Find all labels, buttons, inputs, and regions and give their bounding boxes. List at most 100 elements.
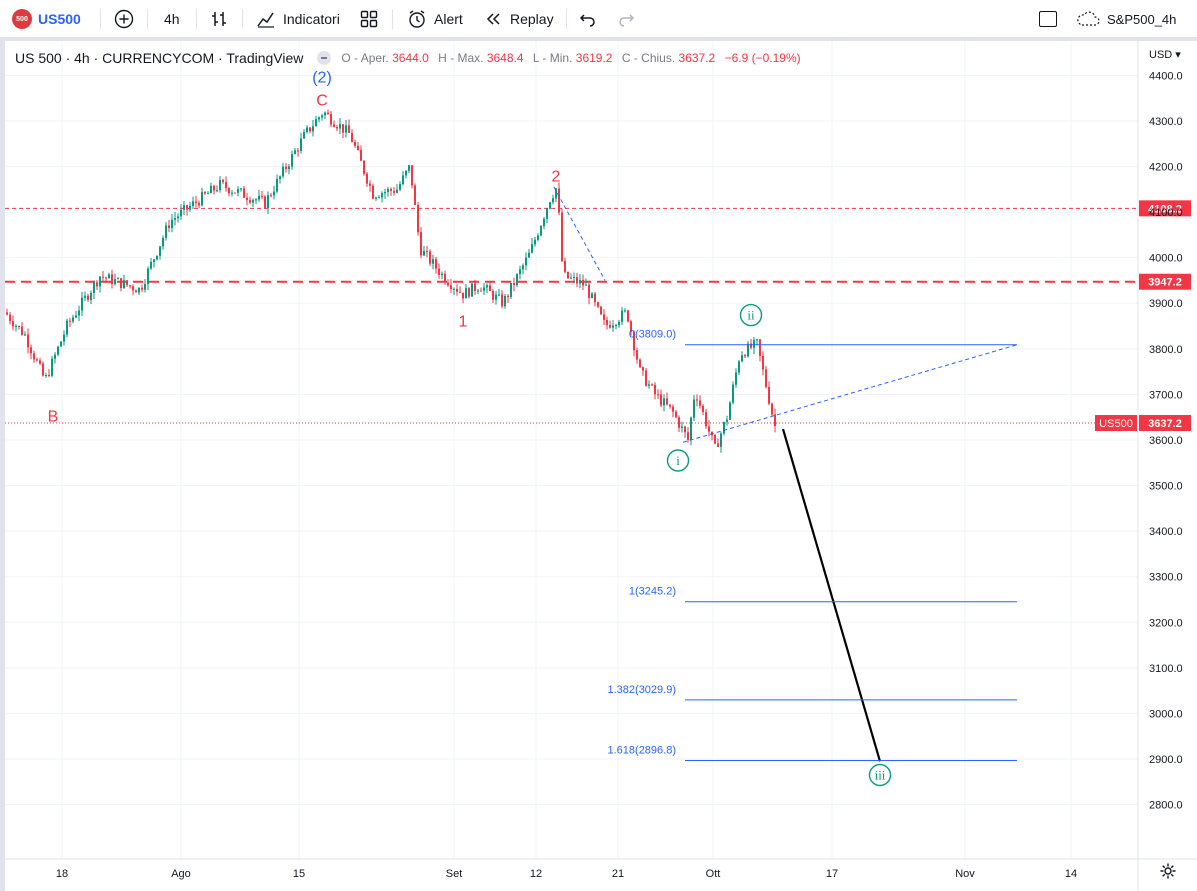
candle-body xyxy=(294,150,296,154)
interval-button[interactable]: 4h xyxy=(164,0,180,38)
candle-body xyxy=(108,274,110,279)
price-tick-label: 3700.0 xyxy=(1149,389,1183,401)
symbol-search[interactable]: 500 US500 xyxy=(12,0,81,38)
currency-selector[interactable]: USD ▾ xyxy=(1149,49,1181,61)
candle-body xyxy=(486,285,488,288)
candle-body xyxy=(567,271,569,279)
candle xyxy=(513,277,515,292)
candle-body xyxy=(21,326,23,335)
hide-legend-icon[interactable] xyxy=(317,51,332,65)
candle xyxy=(426,245,428,258)
low-value: 3619.2 xyxy=(575,51,613,65)
chart-type-button[interactable] xyxy=(208,0,230,38)
candle-body xyxy=(357,145,359,150)
candle-body xyxy=(243,188,245,198)
candle-body xyxy=(585,284,587,286)
candle-body xyxy=(27,334,29,348)
candle xyxy=(333,120,335,128)
candle xyxy=(12,315,14,331)
candle-body xyxy=(618,321,620,326)
indicators-button[interactable]: Indicatori xyxy=(255,0,340,38)
add-symbol-button[interactable] xyxy=(113,0,135,38)
candle-body xyxy=(273,191,275,196)
projection-line xyxy=(781,428,882,762)
candle xyxy=(603,309,605,326)
price-tick-label: 4000.0 xyxy=(1149,253,1183,265)
candle-body xyxy=(747,343,749,357)
candle xyxy=(150,257,152,271)
candle-body xyxy=(117,278,119,280)
candle-body xyxy=(255,199,257,201)
wave-label: i xyxy=(676,453,680,468)
candle xyxy=(237,186,239,197)
candle xyxy=(753,337,755,355)
templates-button[interactable] xyxy=(358,0,380,38)
candle-body xyxy=(633,331,635,351)
candle xyxy=(642,366,644,376)
candle-body xyxy=(555,188,557,199)
candle xyxy=(507,294,509,303)
layout-button[interactable] xyxy=(1039,0,1057,38)
candle xyxy=(6,308,8,316)
candle xyxy=(141,284,143,293)
candle xyxy=(486,283,488,294)
alarm-clock-icon xyxy=(409,10,425,28)
candle-body xyxy=(144,284,146,290)
candle xyxy=(273,185,275,200)
candle xyxy=(366,172,368,187)
candle-body xyxy=(57,346,59,355)
candle-body xyxy=(249,200,251,203)
candle-body xyxy=(414,185,416,205)
candle xyxy=(30,344,32,360)
candle xyxy=(336,125,338,132)
candle-body xyxy=(423,250,425,256)
candle-body xyxy=(459,291,461,293)
candle-body xyxy=(120,278,122,289)
wave-label: ii xyxy=(747,308,755,323)
price-chart[interactable]: 4108.2 3947.2 3637.2 US500 0(3809.0) 1(3245.… xyxy=(5,41,1197,891)
candle-body xyxy=(396,189,398,193)
gear-icon[interactable] xyxy=(1159,862,1177,880)
candle-body xyxy=(360,149,362,161)
square-layout-icon xyxy=(1039,11,1057,27)
rewind-icon xyxy=(486,13,500,25)
candle xyxy=(135,289,137,293)
save-layout-button[interactable]: S&P500_4h xyxy=(1075,0,1176,38)
candle xyxy=(363,160,365,176)
candle xyxy=(204,190,206,195)
candle xyxy=(459,286,461,294)
candle-body xyxy=(708,426,710,432)
candle xyxy=(159,246,161,260)
candle xyxy=(90,290,92,305)
candle-body xyxy=(471,283,473,297)
candle xyxy=(228,187,230,197)
candle-body xyxy=(48,375,50,377)
candle-body xyxy=(216,190,218,192)
candle xyxy=(669,404,671,409)
candle xyxy=(375,196,377,201)
chart-pane[interactable]: 4108.2 3947.2 3637.2 US500 0(3809.0) 1(3245.… xyxy=(5,41,1197,891)
candle xyxy=(768,381,770,406)
candle-body xyxy=(429,251,431,264)
symbol-tag-label: US500 xyxy=(1099,418,1133,430)
candle xyxy=(201,187,203,207)
replay-button[interactable]: Replay xyxy=(484,0,554,38)
candle-body xyxy=(504,296,506,307)
candle-body xyxy=(495,294,497,300)
candle-body xyxy=(198,202,200,206)
candle-body xyxy=(162,237,164,247)
alert-button[interactable]: Alert xyxy=(406,0,463,38)
candle-body xyxy=(771,403,773,415)
undo-button[interactable] xyxy=(578,0,598,38)
candle xyxy=(195,195,197,208)
candle-body xyxy=(246,197,248,201)
candle-body xyxy=(135,290,137,293)
candle-body xyxy=(342,124,344,133)
redo-button[interactable] xyxy=(616,0,636,38)
candle-body xyxy=(279,176,281,180)
level-price-label: 3947.2 xyxy=(1148,277,1182,289)
candle xyxy=(9,311,11,325)
candle-body xyxy=(207,193,209,195)
toolbar-divider xyxy=(392,9,393,29)
candle xyxy=(651,383,653,387)
